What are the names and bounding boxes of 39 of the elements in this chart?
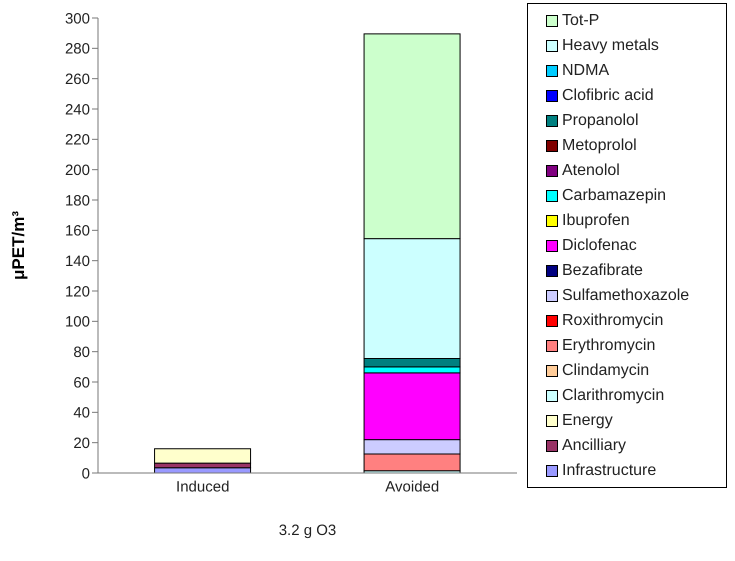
legend-label: Ancilliary bbox=[562, 436, 626, 454]
legend-label: Carbamazepin bbox=[562, 186, 666, 204]
y-tick-label: 160 bbox=[64, 222, 90, 240]
x-axis-title: 3.2 g O3 bbox=[278, 522, 336, 539]
legend-label: Propanolol bbox=[562, 112, 638, 130]
legend-label: Tot-P bbox=[562, 12, 600, 30]
legend-label: Energy bbox=[562, 412, 613, 430]
y-tick-label: 80 bbox=[73, 344, 90, 361]
legend-label: Metoprolol bbox=[562, 136, 637, 154]
y-tick-label: 100 bbox=[64, 314, 90, 331]
legend-label: Infrastructure bbox=[562, 462, 656, 480]
legend-label: NDMA bbox=[562, 62, 610, 80]
legend-label: Clindamycin bbox=[562, 362, 650, 380]
y-tick-label: 0 bbox=[82, 465, 90, 482]
y-tick-label: 140 bbox=[64, 252, 90, 270]
legend-label: Clofibric acid bbox=[562, 86, 654, 104]
y-tick-label: 300 bbox=[64, 10, 90, 28]
y-tick-label: 40 bbox=[73, 404, 90, 422]
y-axis-title: μPET/m³ bbox=[9, 210, 28, 280]
y-tick-label: 240 bbox=[64, 101, 90, 118]
y-tick-label: 180 bbox=[64, 192, 90, 210]
y-tick-label: 220 bbox=[64, 132, 90, 149]
y-tick-label: 280 bbox=[64, 40, 90, 58]
x-tick-label: Avoided bbox=[385, 478, 440, 496]
y-tick-label: 200 bbox=[64, 162, 90, 179]
legend-label: Diclofenac bbox=[562, 236, 637, 254]
y-tick-label: 20 bbox=[73, 434, 90, 452]
x-tick-label: Induced bbox=[176, 478, 230, 496]
legend-label: Ibuprofen bbox=[562, 212, 630, 230]
y-tick-label: 120 bbox=[64, 283, 90, 300]
y-tick-label: 60 bbox=[73, 374, 90, 392]
legend-label: Clarithromycin bbox=[562, 386, 664, 404]
legend-label: Sulfamethoxazole bbox=[562, 286, 690, 304]
legend-label: Bezafibrate bbox=[562, 262, 643, 280]
legend-label: Erythromycin bbox=[562, 336, 656, 354]
legend-label: Heavy metals bbox=[562, 36, 659, 54]
y-tick-label: 260 bbox=[64, 70, 90, 88]
legend-label: Atenolol bbox=[562, 162, 620, 180]
legend-label: Roxithromycin bbox=[562, 312, 664, 330]
